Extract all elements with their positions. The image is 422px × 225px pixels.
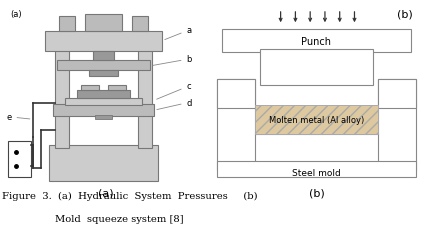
Bar [217,80,255,109]
Bar [93,51,114,61]
Text: (b): (b) [308,188,325,198]
Text: Steel mold: Steel mold [292,168,341,177]
Bar [65,98,142,105]
Text: d: d [157,98,192,110]
Bar [53,104,154,116]
Bar [8,141,30,177]
Bar [57,61,150,71]
Text: a: a [165,26,192,40]
Bar [89,70,118,77]
Bar [49,145,158,181]
Bar [222,30,411,53]
Text: e: e [6,113,30,122]
Text: (a): (a) [97,188,114,198]
Bar [45,32,162,51]
Bar [55,50,69,148]
Text: (b): (b) [397,10,412,20]
Bar [255,105,378,134]
Bar [77,91,130,98]
Bar [81,86,100,91]
Bar [217,80,255,170]
Bar [260,50,373,86]
Bar [59,17,75,32]
Text: (a): (a) [10,10,22,19]
Bar [85,15,122,32]
Text: Figure  3.  (a)  Hydraulic  System  Pressures     (b): Figure 3. (a) Hydraulic System Pressures… [2,191,258,200]
Bar [95,115,111,120]
Text: Molten metal (Al alloy): Molten metal (Al alloy) [269,115,364,124]
Bar [378,80,416,109]
Bar [378,80,416,170]
Text: Punch: Punch [301,36,332,46]
Bar [217,161,416,177]
Bar [108,86,126,91]
Text: b: b [153,55,192,66]
Bar [132,17,148,32]
Text: Mold  squeeze system [8]: Mold squeeze system [8] [55,214,184,223]
Text: c: c [157,82,191,100]
Bar [138,50,152,148]
